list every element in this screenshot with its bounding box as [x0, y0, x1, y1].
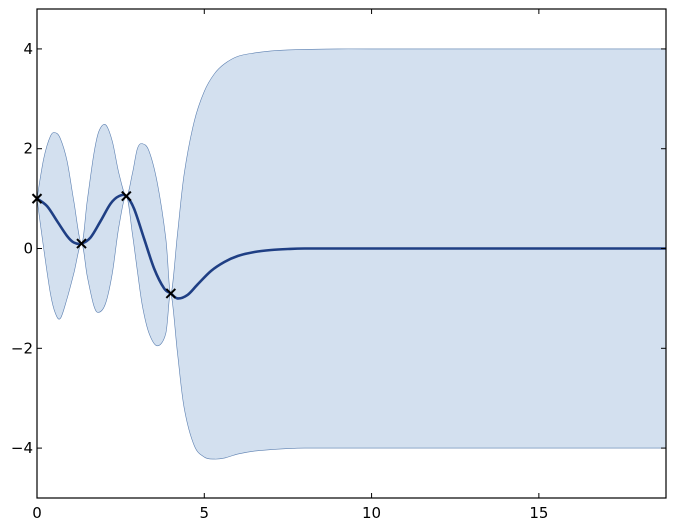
plot-frame — [36, 8, 667, 499]
observation-marker-layer — [31, 190, 177, 299]
y-tick-label: 2 — [23, 140, 33, 158]
y-tick-label: −2 — [11, 339, 33, 357]
observation-marker — [165, 288, 177, 299]
confidence-band-layer — [36, 48, 667, 460]
x-tick-label: 15 — [529, 504, 548, 522]
x-tick-label: 0 — [32, 504, 42, 522]
x-tick-label: 10 — [362, 504, 381, 522]
observation-marker — [121, 190, 132, 202]
confidence-band — [36, 48, 667, 460]
tick-layer: 0 5 10 15 −4 −2 0 2 4 — [11, 9, 666, 522]
y-tick-label: 0 — [23, 240, 33, 258]
y-tick-label: −4 — [11, 439, 33, 457]
observation-marker — [76, 238, 87, 249]
x-tick-label: 5 — [200, 504, 210, 522]
y-tick-label: 4 — [23, 40, 33, 58]
